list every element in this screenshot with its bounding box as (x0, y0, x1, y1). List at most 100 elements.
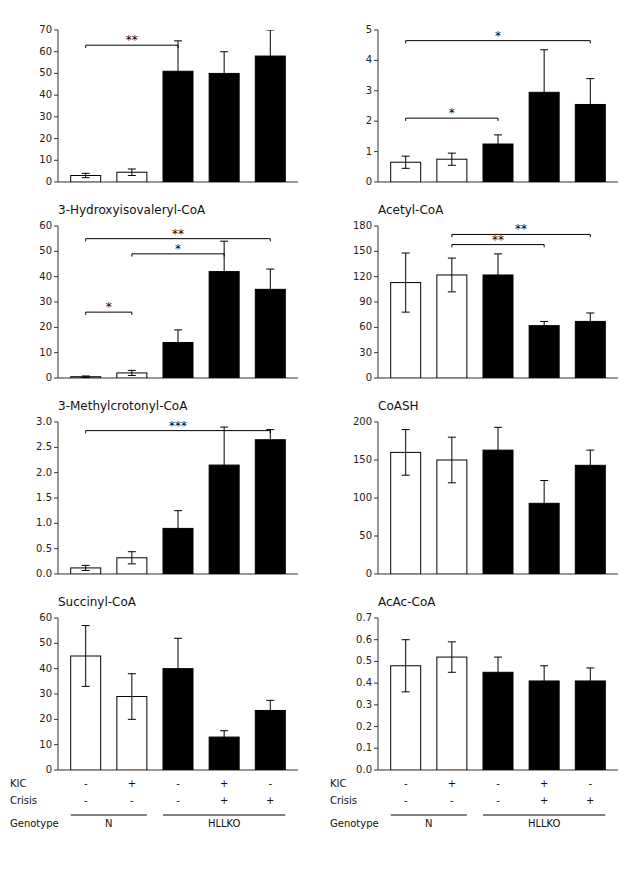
error-cap (220, 503, 228, 504)
error-line (178, 638, 179, 699)
page: {"chart_data": [ {"type": "bar", "catego… (0, 0, 642, 880)
error-cap (128, 551, 136, 552)
group-overline (391, 815, 467, 816)
bars (391, 640, 606, 770)
y-tick (54, 30, 58, 31)
group-overline (483, 815, 605, 816)
error-cap (128, 175, 136, 176)
error-bar (494, 135, 502, 153)
error-bar (128, 370, 136, 375)
sig-label: ** (515, 222, 527, 236)
error-line (405, 253, 406, 312)
y-axis: 0102030405060 (39, 220, 58, 383)
error-line (224, 731, 225, 744)
error-cap (586, 667, 594, 668)
y-tick-label: 0.4 (356, 677, 372, 688)
y-tick (54, 719, 58, 720)
y-tick (374, 251, 378, 252)
y-tick (374, 151, 378, 152)
error-cap (220, 241, 228, 242)
y-tick (54, 160, 58, 161)
error-bar (448, 642, 456, 672)
annotation-value: + (540, 795, 548, 806)
y-tick-label: 0 (366, 176, 372, 187)
error-cap (540, 134, 548, 135)
error-cap (220, 743, 228, 744)
panel: 012345** (366, 24, 618, 187)
y-tick-label: 0 (366, 372, 372, 383)
bar (437, 657, 467, 770)
error-cap (174, 101, 182, 102)
error-line (270, 700, 271, 720)
y-tick (374, 327, 378, 328)
error-cap (448, 437, 456, 438)
error-bar (540, 321, 548, 329)
error-line (270, 30, 271, 82)
error-bar (448, 437, 456, 483)
y-tick-label: 1.5 (36, 492, 52, 503)
annotation-table: KIC-+-+-Crisis---++GenotypeNHLLKO (10, 778, 285, 829)
error-bar (220, 427, 228, 503)
error-cap (174, 638, 182, 639)
error-cap (494, 427, 502, 428)
error-line (590, 668, 591, 694)
error-line (224, 52, 225, 95)
error-cap (220, 427, 228, 428)
y-tick-label: 2 (366, 115, 372, 126)
y-tick-label: 50 (39, 637, 52, 648)
panel: 0.00.51.01.52.02.53.0***3-Methylcrotonyl… (36, 399, 298, 579)
y-tick-label: 0 (366, 568, 372, 579)
y-axis: 0306090120150180 (353, 220, 378, 383)
error-cap (540, 696, 548, 697)
error-bar (220, 241, 228, 302)
error-line (85, 173, 86, 177)
error-cap (82, 177, 90, 178)
error-bar (174, 511, 182, 546)
y-tick (374, 182, 378, 183)
annotation-value: + (220, 795, 228, 806)
error-line (451, 437, 452, 483)
error-bar (174, 41, 182, 102)
error-cap (266, 30, 274, 31)
y-tick-label: 60 (39, 220, 52, 231)
y-tick (54, 95, 58, 96)
error-line (451, 258, 452, 292)
error-bar (128, 552, 136, 564)
error-line (131, 370, 132, 375)
y-tick (54, 694, 58, 695)
error-cap (174, 329, 182, 330)
error-cap (402, 312, 410, 313)
error-bar (220, 52, 228, 95)
y-tick-label: 30 (39, 688, 52, 699)
y-tick-label: 180 (353, 220, 372, 231)
y-tick-label: 0.6 (356, 634, 372, 645)
y-tick (374, 748, 378, 749)
error-bar (448, 258, 456, 292)
error-cap (494, 472, 502, 473)
sig-label: * (175, 242, 181, 256)
error-cap (220, 302, 228, 303)
y-tick (374, 460, 378, 461)
error-bar (174, 330, 182, 355)
annotation-value: - (496, 778, 500, 789)
y-tick-label: 90 (359, 296, 372, 307)
error-cap (494, 296, 502, 297)
y-tick (374, 226, 378, 227)
error-cap (402, 639, 410, 640)
error-bar (82, 376, 90, 378)
error-cap (266, 700, 274, 701)
y-tick (54, 744, 58, 745)
error-line (498, 427, 499, 473)
y-tick-label: 0.5 (36, 543, 52, 554)
y-tick (54, 447, 58, 448)
y-tick-label: 10 (39, 347, 52, 358)
panel-title: 3-Methylcrotonyl-CoA (58, 399, 188, 413)
annotation-value: + (586, 795, 594, 806)
error-cap (494, 134, 502, 135)
error-line (544, 666, 545, 696)
error-line (85, 565, 86, 570)
y-axis-line (378, 618, 379, 770)
error-cap (174, 355, 182, 356)
annotation-row-label: Genotype (330, 818, 379, 829)
error-line (405, 156, 406, 168)
